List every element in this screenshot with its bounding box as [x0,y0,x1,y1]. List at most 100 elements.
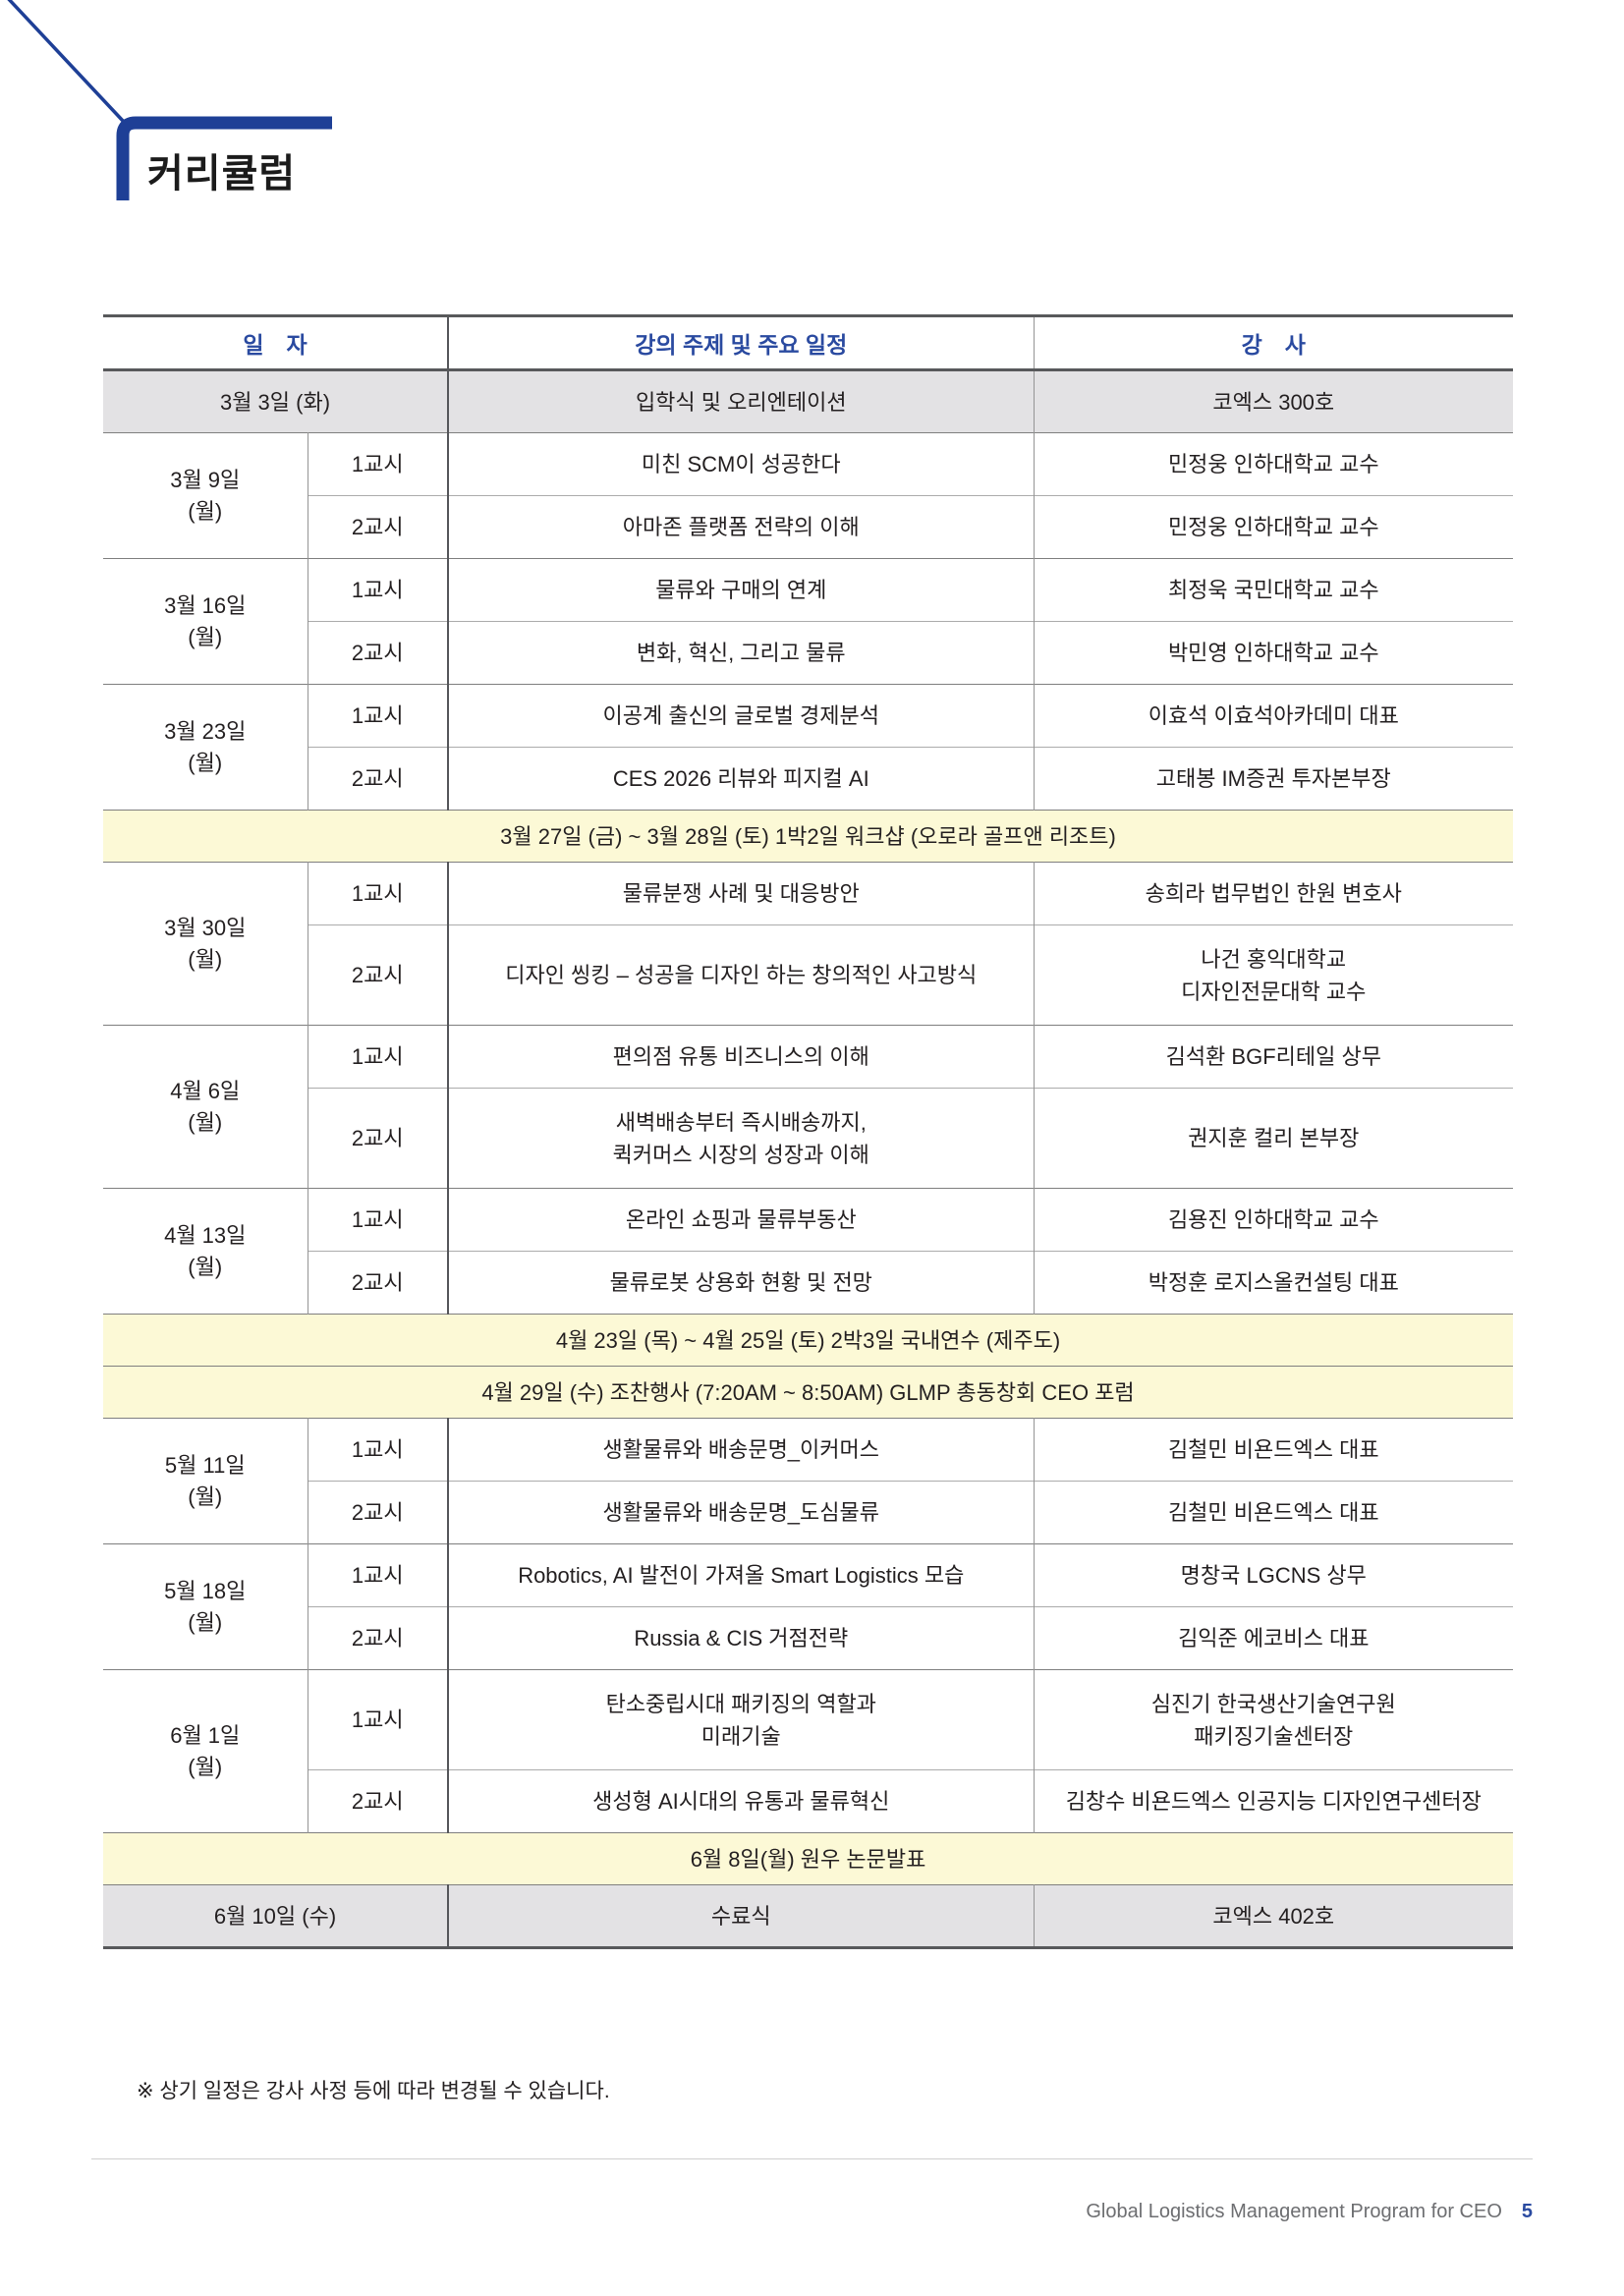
period-cell: 1교시 [308,1669,450,1770]
topic-cell: 물류분쟁 사례 및 대응방안 [448,862,1035,925]
topic-cell: 디자인 씽킹 – 성공을 디자인 하는 창의적인 사고방식 [448,924,1035,1026]
table-row: 3월 16일 (월) 1교시 물류와 구매의 연계 최정욱 국민대학교 교수 [103,558,1514,685]
period-cell: 1교시 [308,558,450,622]
table-row: 6월 8일(월) 원우 논문발표 [103,1832,1514,1885]
date-cell: 5월 18일 (월) [103,1543,308,1670]
date-cell: 3월 30일 (월) [103,862,308,1026]
table-row: 2교시 Russia & CIS 거점전략 김익준 에코비스 대표 [103,1606,1514,1670]
period-cell: 2교시 [308,1769,450,1833]
topic-cell: 편의점 유통 비즈니스의 이해 [448,1025,1035,1089]
topic-cell: 생활물류와 배송문명_이커머스 [448,1418,1035,1482]
table-row: 3월 3일 (화) 입학식 및 오리엔테이션 코엑스 300호 [103,369,1514,433]
lecturer-cell: 코엑스 402호 [1034,1884,1514,1948]
period-cell: 2교시 [308,1251,450,1315]
lecturer-cell: 이효석 이효석아카데미 대표 [1034,684,1514,748]
period-cell: 2교시 [308,747,450,811]
table-row: 6월 1일 (월) 1교시 탄소중립시대 패키징의 역할과 미래기술 심진기 한국생산… [103,1669,1514,1833]
date-cell: 3월 16일 (월) [103,558,308,685]
table-row: 2교시 CES 2026 리뷰와 피지컬 AI 고태봉 IM증권 투자본부장 [103,747,1514,811]
period-cell: 1교시 [308,1025,450,1089]
lecturer-cell: 김용진 인하대학교 교수 [1034,1188,1514,1252]
period-cell: 2교시 [308,495,450,559]
footer-program-name: Global Logistics Management Program for … [1086,2201,1502,2222]
schedule-band-cell: 4월 23일 (목) ~ 4월 25일 (토) 2박3일 국내연수 (제주도) [103,1314,1514,1367]
schedule-note: ※ 상기 일정은 강사 사정 등에 따라 변경될 수 있습니다. [137,2080,610,2102]
table-row: 5월 11일 (월) 1교시 생활물류와 배송문명_이커머스 김철민 비욘드엑스 대표 [103,1418,1514,1544]
table-row: 4월 6일 (월) 1교시 편의점 유통 비즈니스의 이해 김석환 BGF리테일 상무 [103,1025,1514,1189]
period-cell: 1교시 [308,862,450,925]
period-cell: 2교시 [308,924,450,1026]
footer-rule [91,2158,1533,2159]
topic-cell: 미친 SCM이 성공한다 [448,432,1035,496]
page-title: 커리큘럼 [147,152,297,196]
lecturer-cell: 김석환 BGF리테일 상무 [1034,1025,1514,1089]
schedule-band-cell: 3월 27일 (금) ~ 3월 28일 (토) 1박2일 워크샵 (오로라 골프… [103,810,1514,863]
topic-cell: 물류로봇 상용화 현황 및 전망 [448,1251,1035,1315]
header-topic: 강의 주제 및 주요 일정 [448,315,1035,371]
period-cell: 2교시 [308,1088,450,1189]
lecturer-cell: 명창국 LGCNS 상무 [1034,1543,1514,1607]
date-cell: 4월 6일 (월) [103,1025,308,1189]
header-date: 일 자 [103,315,450,371]
table-row: 2교시 생활물류와 배송문명_도심물류 김철민 비욘드엑스 대표 [103,1481,1514,1544]
lecturer-cell: 최정욱 국민대학교 교수 [1034,558,1514,622]
topic-cell: CES 2026 리뷰와 피지컬 AI [448,747,1035,811]
date-cell: 3월 9일 (월) [103,432,308,559]
table-row: 2교시 생성형 AI시대의 유통과 물류혁신 김창수 비욘드엑스 인공지능 디자인연… [103,1769,1514,1833]
topic-cell: 물류와 구매의 연계 [448,558,1035,622]
schedule-band-cell: 4월 29일 (수) 조찬행사 (7:20AM ~ 8:50AM) GLMP 총… [103,1366,1514,1419]
table-row: 2교시 변화, 혁신, 그리고 물류 박민영 인하대학교 교수 [103,621,1514,685]
date-cell: 3월 23일 (월) [103,684,308,811]
table-row: 3월 23일 (월) 1교시 이공계 출신의 글로벌 경제분석 이효석 이효석아카데미… [103,684,1514,811]
table-row: 2교시 아마존 플랫폼 전략의 이해 민정웅 인하대학교 교수 [103,495,1514,559]
page-footer: Global Logistics Management Program for … [91,2201,1533,2223]
lecturer-cell: 김창수 비욘드엑스 인공지능 디자인연구센터장 [1034,1769,1514,1833]
topic-cell: 수료식 [448,1884,1035,1948]
table-row: 3월 30일 (월) 1교시 물류분쟁 사례 및 대응방안 송희라 법무법인 한원 변… [103,862,1514,1026]
table-row: 4월 13일 (월) 1교시 온라인 쇼핑과 물류부동산 김용진 인하대학교 교수 [103,1188,1514,1315]
curriculum-table: 일 자 강의 주제 및 주요 일정 강 사 3월 3일 (화) 입학식 및 오리엔… [103,314,1514,1949]
lecturer-cell: 권지훈 컬리 본부장 [1034,1088,1514,1189]
lecturer-cell: 송희라 법무법인 한원 변호사 [1034,862,1514,925]
topic-cell: 새벽배송부터 즉시배송까지, 퀵커머스 시장의 성장과 이해 [448,1088,1035,1189]
lecturer-cell: 고태봉 IM증권 투자본부장 [1034,747,1514,811]
header-lecturer: 강 사 [1034,315,1514,371]
period-cell: 1교시 [308,1188,450,1252]
period-cell: 2교시 [308,1481,450,1544]
table-row: 4월 29일 (수) 조찬행사 (7:20AM ~ 8:50AM) GLMP 총… [103,1366,1514,1419]
period-cell: 1교시 [308,1418,450,1482]
table-row: 2교시 물류로봇 상용화 현황 및 전망 박정훈 로지스올컨설팅 대표 [103,1251,1514,1315]
topic-cell: Russia & CIS 거점전략 [448,1606,1035,1670]
topic-cell: 생활물류와 배송문명_도심물류 [448,1481,1035,1544]
date-cell: 6월 1일 (월) [103,1669,308,1833]
table-row: 3월 27일 (금) ~ 3월 28일 (토) 1박2일 워크샵 (오로라 골프… [103,810,1514,863]
lecturer-cell: 코엑스 300호 [1034,369,1514,433]
table-row: 2교시 새벽배송부터 즉시배송까지, 퀵커머스 시장의 성장과 이해 권지훈 컬리 … [103,1088,1514,1189]
period-cell: 2교시 [308,1606,450,1670]
diagonal-line-decoration [7,0,126,124]
date-cell: 5월 11일 (월) [103,1418,308,1544]
lecturer-cell: 김익준 에코비스 대표 [1034,1606,1514,1670]
topic-cell: Robotics, AI 발전이 가져올 Smart Logistics 모습 [448,1543,1035,1607]
date-cell: 3월 3일 (화) [103,369,450,433]
table-row: 4월 23일 (목) ~ 4월 25일 (토) 2박3일 국내연수 (제주도) [103,1314,1514,1367]
topic-cell: 생성형 AI시대의 유통과 물류혁신 [448,1769,1035,1833]
lecturer-cell: 김철민 비욘드엑스 대표 [1034,1481,1514,1544]
lecturer-cell: 심진기 한국생산기술연구원 패키징기술센터장 [1034,1669,1514,1770]
topic-cell: 이공계 출신의 글로벌 경제분석 [448,684,1035,748]
lecturer-cell: 나건 홍익대학교 디자인전문대학 교수 [1034,924,1514,1026]
table-row: 3월 9일 (월) 1교시 미친 SCM이 성공한다 민정웅 인하대학교 교수 [103,432,1514,559]
table-row: 2교시 디자인 씽킹 – 성공을 디자인 하는 창의적인 사고방식 나건 홍익대학교… [103,924,1514,1026]
schedule-band-cell: 6월 8일(월) 원우 논문발표 [103,1832,1514,1885]
lecturer-cell: 민정웅 인하대학교 교수 [1034,495,1514,559]
topic-cell: 아마존 플랫폼 전략의 이해 [448,495,1035,559]
period-cell: 2교시 [308,621,450,685]
table-row: 6월 10일 (수) 수료식 코엑스 402호 [103,1884,1514,1948]
table-body: 3월 3일 (화) 입학식 및 오리엔테이션 코엑스 300호 3월 9일 (월) 1교… [103,369,1514,1948]
lecturer-cell: 박민영 인하대학교 교수 [1034,621,1514,685]
footer-page-number: 5 [1521,2201,1533,2222]
period-cell: 1교시 [308,1543,450,1607]
lecturer-cell: 김철민 비욘드엑스 대표 [1034,1418,1514,1482]
table-row: 5월 18일 (월) 1교시 Robotics, AI 발전이 가져올 Smart … [103,1543,1514,1670]
